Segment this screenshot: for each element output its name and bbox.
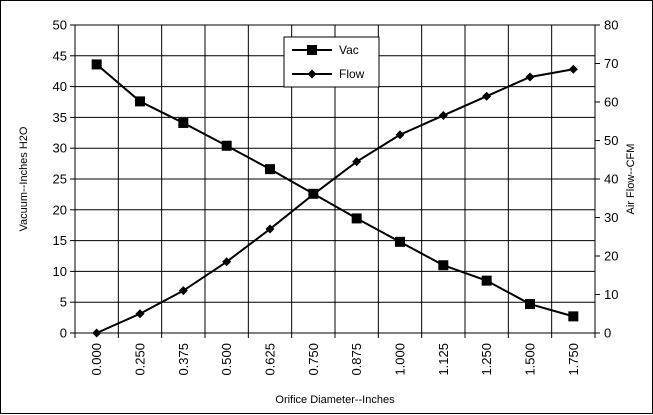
flow-data-point xyxy=(438,110,448,120)
x-axis-title: Orifice Diameter--Inches xyxy=(275,394,395,406)
left-tick-label: 10 xyxy=(53,264,67,279)
left-tick-label: 35 xyxy=(53,110,67,125)
flow-data-point xyxy=(395,130,405,140)
x-tick-label: 0.625 xyxy=(263,343,278,376)
x-tick-label: 0.000 xyxy=(89,343,104,376)
flow-data-point xyxy=(568,64,578,74)
x-tick-label: 1.250 xyxy=(479,343,494,376)
vac-data-point xyxy=(525,299,535,310)
right-tick-label: 80 xyxy=(604,18,618,33)
right-tick-label: 20 xyxy=(604,249,618,264)
right-tick-label: 10 xyxy=(604,287,618,302)
left-tick-label: 45 xyxy=(53,48,67,63)
x-tick-label: 0.375 xyxy=(176,343,191,376)
flow-series-line xyxy=(96,68,574,334)
legend: Vac Flow xyxy=(283,36,380,88)
right-tick-label: 30 xyxy=(604,210,618,225)
left-tick-label: 5 xyxy=(60,295,67,310)
x-tick-label: 0.250 xyxy=(133,343,148,376)
x-tick-label: 0.500 xyxy=(219,343,234,376)
series-layer xyxy=(91,59,579,338)
flow-data-point xyxy=(525,72,535,82)
left-tick-label: 30 xyxy=(53,141,67,156)
legend-box xyxy=(283,36,380,88)
legend-label: Vac xyxy=(339,43,359,57)
vac-data-point xyxy=(91,59,102,70)
flow-data-point xyxy=(222,257,232,267)
flow-data-point xyxy=(92,328,102,338)
right-tick-label: 70 xyxy=(604,56,618,71)
vac-data-point xyxy=(221,140,232,151)
right-tick-label: 60 xyxy=(604,95,618,110)
x-tick-label: 1.500 xyxy=(523,343,538,376)
vac-data-point xyxy=(568,311,579,322)
left-tick-label: 50 xyxy=(53,18,67,33)
flow-data-point xyxy=(265,224,275,234)
vac-data-point xyxy=(395,236,405,247)
vac-data-point xyxy=(265,164,275,175)
x-tick-label: 1.750 xyxy=(566,343,581,376)
legend-marker xyxy=(307,45,317,55)
left-tick-label: 15 xyxy=(53,233,67,248)
vac-data-point xyxy=(481,275,492,286)
y2-axis-title: Air Flow--CFM xyxy=(625,144,637,215)
flow-data-point xyxy=(178,286,188,296)
right-tick-label: 50 xyxy=(604,133,618,148)
x-tick-label: 0.750 xyxy=(306,343,321,376)
vac-data-point xyxy=(351,213,362,224)
flow-data-point xyxy=(482,91,492,101)
left-tick-label: 20 xyxy=(53,202,67,217)
vac-data-point xyxy=(178,117,189,128)
legend-label: Flow xyxy=(339,67,365,81)
flow-data-point xyxy=(308,189,318,199)
flow-data-point xyxy=(135,309,145,319)
left-axis: 0 5 10 15 20 25 30 35 40 45 50 xyxy=(53,18,75,341)
x-tick-label: 1.000 xyxy=(393,343,408,376)
vac-data-point xyxy=(438,260,449,271)
x-tick-label: 1.125 xyxy=(436,343,451,376)
vac-series-line xyxy=(96,63,574,318)
left-tick-label: 25 xyxy=(53,172,67,187)
legend-marker xyxy=(307,69,317,79)
flow-data-point xyxy=(352,157,362,167)
right-axis: 0 10 20 30 40 50 60 70 80 xyxy=(595,18,618,341)
left-tick-label: 40 xyxy=(53,79,67,94)
y-axis-title: Vacuum--Inches H2O xyxy=(18,126,30,231)
x-axis: 0.000 0.250 0.375 0.500 0.625 0.750 0.875 1.000… xyxy=(74,333,596,376)
right-tick-label: 0 xyxy=(604,326,611,341)
right-tick-label: 40 xyxy=(604,172,618,187)
left-tick-label: 0 xyxy=(60,326,67,341)
vac-data-point xyxy=(135,96,145,107)
x-tick-label: 0.875 xyxy=(349,343,364,376)
